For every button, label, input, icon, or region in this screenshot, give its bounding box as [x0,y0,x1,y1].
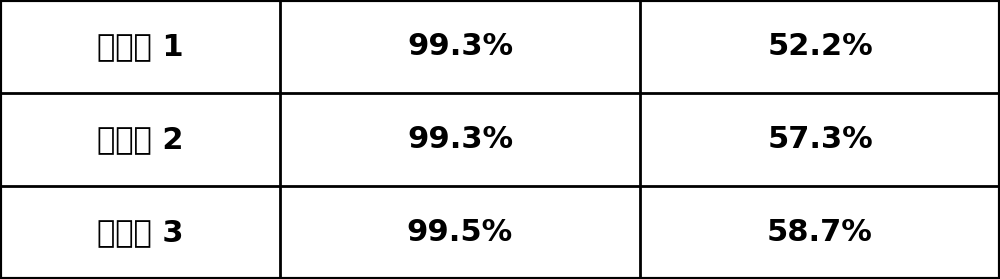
Text: 99.5%: 99.5% [407,218,513,247]
Text: 对比例 1: 对比例 1 [97,32,183,61]
Text: 58.7%: 58.7% [767,218,873,247]
Text: 99.3%: 99.3% [407,125,513,154]
Text: 对比例 3: 对比例 3 [97,218,183,247]
Text: 57.3%: 57.3% [767,125,873,154]
Text: 对比例 2: 对比例 2 [97,125,183,154]
Text: 99.3%: 99.3% [407,32,513,61]
Text: 52.2%: 52.2% [767,32,873,61]
